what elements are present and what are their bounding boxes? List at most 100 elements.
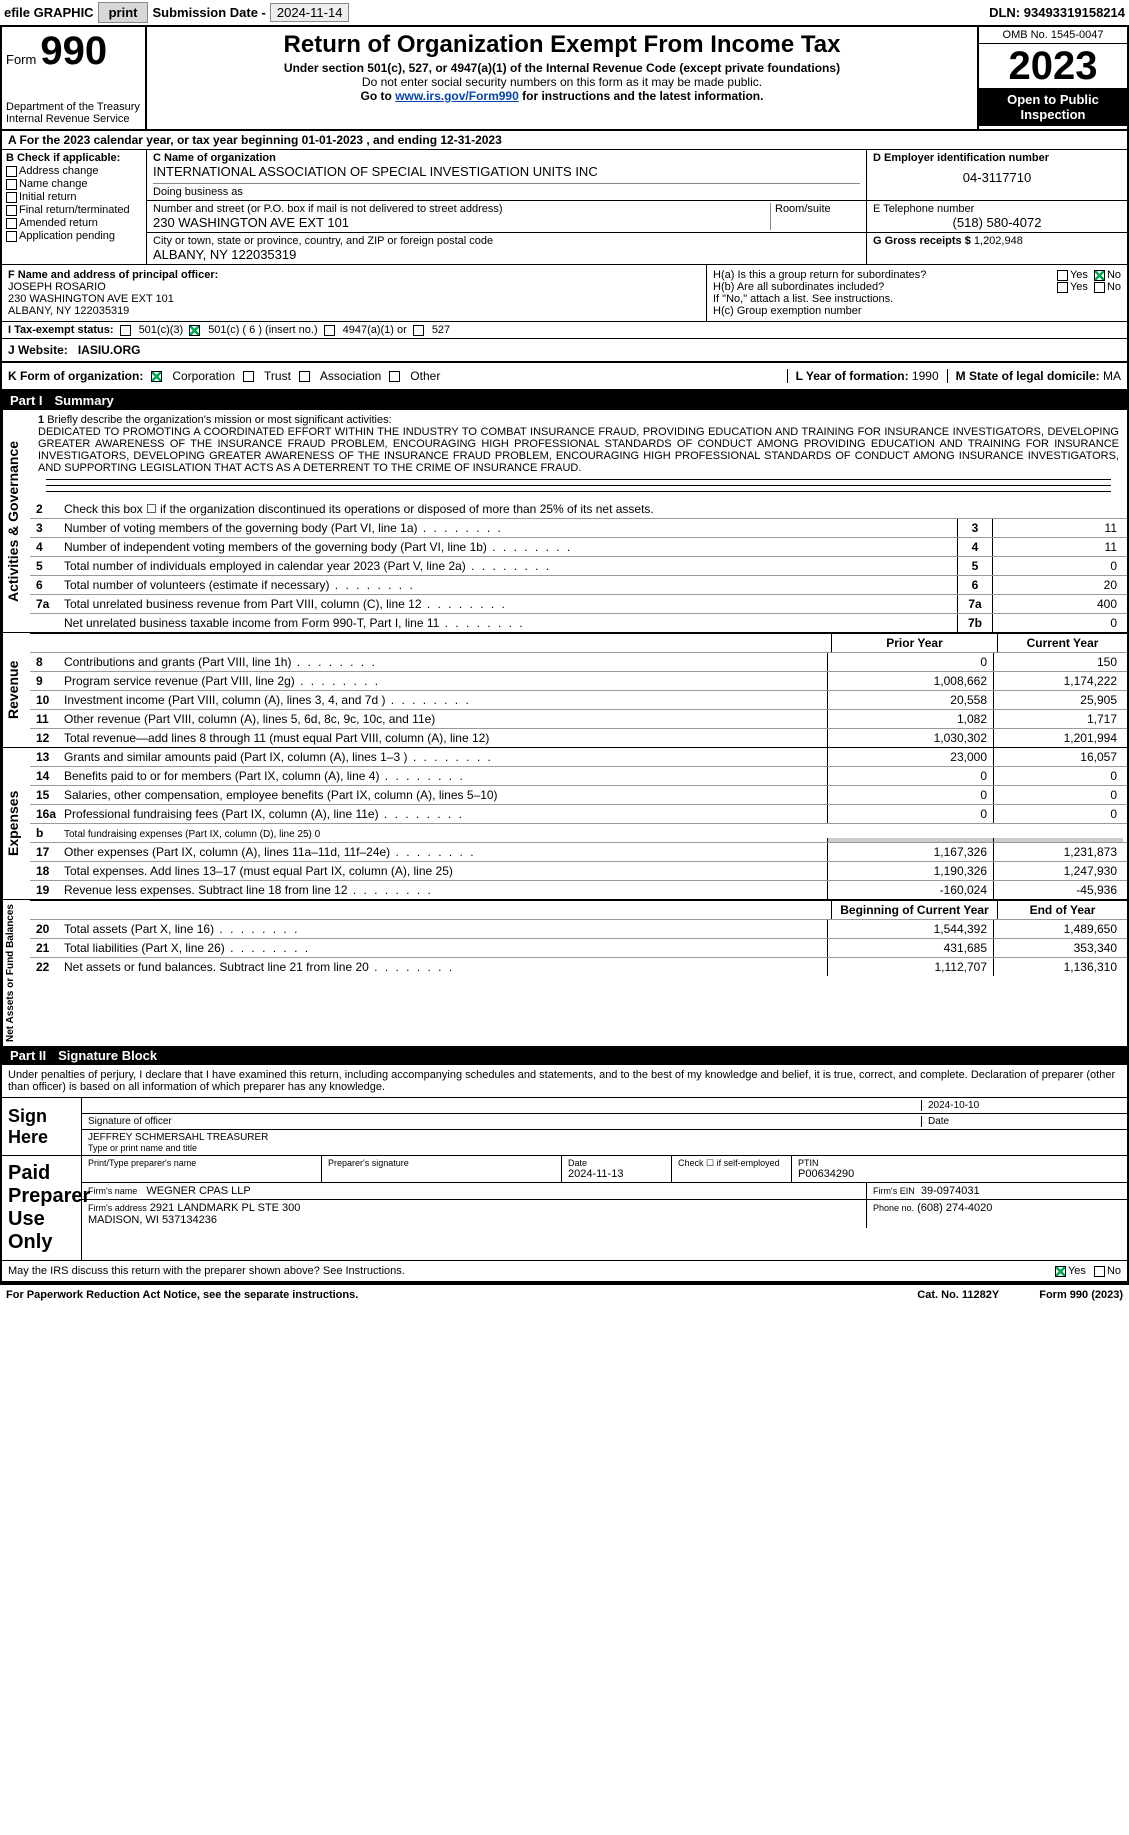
- line-14: 14Benefits paid to or for members (Part …: [30, 766, 1127, 785]
- declaration-text: Under penalties of perjury, I declare th…: [2, 1065, 1127, 1098]
- officer-name: JEFFREY SCHMERSAHL TREASURER: [88, 1132, 1121, 1143]
- preparer-date: 2024-11-13: [568, 1168, 665, 1180]
- city-cell: City or town, state or province, country…: [147, 233, 867, 264]
- firm-name: WEGNER CPAS LLP: [146, 1185, 250, 1197]
- footer-row: For Paperwork Reduction Act Notice, see …: [0, 1285, 1129, 1305]
- identity-block: B Check if applicable: Address change Na…: [2, 150, 1127, 265]
- side-label-governance: Activities & Governance: [2, 410, 30, 632]
- street-cell: Number and street (or P.O. box if mail i…: [147, 201, 867, 233]
- line-6: 6 Total number of volunteers (estimate i…: [30, 575, 1127, 594]
- line-16a: 16aProfessional fundraising fees (Part I…: [30, 804, 1127, 823]
- form-title: Return of Organization Exempt From Incom…: [155, 31, 969, 59]
- officer-left: F Name and address of principal officer:…: [2, 265, 707, 321]
- sign-here-label: Sign Here: [2, 1098, 82, 1155]
- side-label-expenses: Expenses: [2, 748, 30, 899]
- discuss-row: May the IRS discuss this return with the…: [2, 1261, 1127, 1283]
- submission-date: 2024-11-14: [270, 3, 350, 22]
- form-number: 990: [40, 31, 107, 71]
- mission-block: 1 Briefly describe the organization's mi…: [30, 410, 1127, 500]
- date-label: Date: [921, 1116, 1121, 1127]
- col-b-header: B Check if applicable:: [6, 152, 142, 164]
- ein-cell: D Employer identification number 04-3117…: [867, 150, 1127, 201]
- form-990: Form 990 Department of the Treasury Inte…: [0, 25, 1129, 1285]
- revenue-header: Prior Year Current Year: [30, 633, 1127, 652]
- revenue-block: Revenue Prior Year Current Year 8Contrib…: [2, 633, 1127, 748]
- form-word: Form: [6, 52, 36, 67]
- year-formation: 1990: [912, 369, 939, 383]
- sign-date: 2024-10-10: [921, 1100, 1121, 1111]
- ein-value: 04-3117710: [873, 170, 1121, 185]
- line-2: 2 Check this box ☐ if the organization d…: [30, 500, 1127, 518]
- cat-no: Cat. No. 11282Y: [917, 1289, 999, 1301]
- header-right: OMB No. 1545-0047 2023 Open to Public In…: [977, 27, 1127, 129]
- phone-cell: E Telephone number (518) 580-4072: [867, 201, 1127, 233]
- form-footer: Form 990 (2023): [1039, 1289, 1123, 1301]
- print-button[interactable]: print: [98, 2, 149, 23]
- chk-address-change[interactable]: Address change: [6, 165, 142, 177]
- hc-label: H(c) Group exemption number: [713, 305, 1121, 317]
- header-middle: Return of Organization Exempt From Incom…: [147, 27, 977, 129]
- officer-value: JOSEPH ROSARIO 230 WASHINGTON AVE EXT 10…: [8, 281, 700, 317]
- org-name: INTERNATIONAL ASSOCIATION OF SPECIAL INV…: [153, 164, 860, 179]
- mission-text: DEDICATED TO PROMOTING A COORDINATED EFF…: [38, 426, 1119, 474]
- ha-label: H(a) Is this a group return for subordin…: [713, 269, 1057, 281]
- gross-receipts-cell: G Gross receipts $ 1,202,948: [867, 233, 1127, 264]
- state-domicile: MA: [1103, 369, 1121, 383]
- status-501c6-checked-icon: [189, 325, 200, 336]
- self-employed-check[interactable]: Check ☐ if self-employed: [672, 1156, 792, 1182]
- form-subtitle-2: Do not enter social security numbers on …: [155, 75, 969, 89]
- line-18: 18Total expenses. Add lines 13–17 (must …: [30, 861, 1127, 880]
- omb-number: OMB No. 1545-0047: [979, 27, 1127, 44]
- part-2-header: Part II Signature Block: [2, 1046, 1127, 1065]
- pra-notice: For Paperwork Reduction Act Notice, see …: [6, 1289, 358, 1301]
- line-19: 19Revenue less expenses. Subtract line 1…: [30, 880, 1127, 899]
- corp-checked-icon: [151, 371, 162, 382]
- firm-ein: 39-0974031: [921, 1185, 980, 1197]
- line-20: 20Total assets (Part X, line 16)1,544,39…: [30, 919, 1127, 938]
- gross-receipts-value: 1,202,948: [974, 235, 1023, 247]
- k-row: K Form of organization: Corporation Trus…: [2, 363, 1127, 391]
- signature-label: Signature of officer: [88, 1116, 921, 1127]
- line-22: 22Net assets or fund balances. Subtract …: [30, 957, 1127, 976]
- activities-governance-block: Activities & Governance 1 Briefly descri…: [2, 410, 1127, 633]
- line-4: 4 Number of independent voting members o…: [30, 537, 1127, 556]
- ptin-value: P00634290: [798, 1168, 1121, 1180]
- chk-amended-return[interactable]: Amended return: [6, 217, 142, 229]
- tax-year: 2023: [979, 44, 1127, 88]
- line-7a: 7a Total unrelated business revenue from…: [30, 594, 1127, 613]
- chk-initial-return[interactable]: Initial return: [6, 191, 142, 203]
- officer-right: H(a) Is this a group return for subordin…: [707, 265, 1127, 321]
- line-5: 5 Total number of individuals employed i…: [30, 556, 1127, 575]
- ha-no-checked-icon: [1094, 270, 1105, 281]
- dln-label: DLN: 93493319158214: [989, 5, 1125, 20]
- paid-preparer-row: Paid Preparer Use Only Print/Type prepar…: [2, 1156, 1127, 1261]
- expenses-block: Expenses 13Grants and similar amounts pa…: [2, 748, 1127, 900]
- goto-line: Go to www.irs.gov/Form990 for instructio…: [155, 89, 969, 103]
- line-8: 8Contributions and grants (Part VIII, li…: [30, 652, 1127, 671]
- chk-final-return[interactable]: Final return/terminated: [6, 204, 142, 216]
- line-16b: bTotal fundraising expenses (Part IX, co…: [30, 823, 1127, 842]
- line-13: 13Grants and similar amounts paid (Part …: [30, 748, 1127, 766]
- discuss-text: May the IRS discuss this return with the…: [8, 1265, 1055, 1277]
- side-label-net-assets: Net Assets or Fund Balances: [2, 900, 30, 1046]
- form-subtitle-1: Under section 501(c), 527, or 4947(a)(1)…: [155, 61, 969, 75]
- row-a-tax-year: A For the 2023 calendar year, or tax yea…: [2, 131, 1127, 150]
- net-assets-block: Net Assets or Fund Balances Beginning of…: [2, 900, 1127, 1046]
- open-to-public: Open to Public Inspection: [979, 88, 1127, 126]
- tax-exempt-status-row: I Tax-exempt status: 501(c)(3) 501(c) ( …: [2, 322, 1127, 339]
- hb-note: If "No," attach a list. See instructions…: [713, 293, 1121, 305]
- paid-preparer-label: Paid Preparer Use Only: [2, 1156, 82, 1260]
- form-header: Form 990 Department of the Treasury Inte…: [2, 27, 1127, 131]
- officer-row: F Name and address of principal officer:…: [2, 265, 1127, 322]
- header-left: Form 990 Department of the Treasury Inte…: [2, 27, 147, 129]
- chk-name-change[interactable]: Name change: [6, 178, 142, 190]
- chk-application-pending[interactable]: Application pending: [6, 230, 142, 242]
- website-value: IASIU.ORG: [78, 343, 141, 357]
- dept-label: Department of the Treasury Internal Reve…: [6, 101, 141, 125]
- line-12: 12Total revenue—add lines 8 through 11 (…: [30, 728, 1127, 747]
- line-17: 17Other expenses (Part IX, column (A), l…: [30, 842, 1127, 861]
- signature-block: Under penalties of perjury, I declare th…: [2, 1065, 1127, 1283]
- submission-date-label: Submission Date -: [152, 5, 265, 20]
- irs-link[interactable]: www.irs.gov/Form990: [395, 89, 519, 103]
- city-value: ALBANY, NY 122035319: [153, 247, 860, 262]
